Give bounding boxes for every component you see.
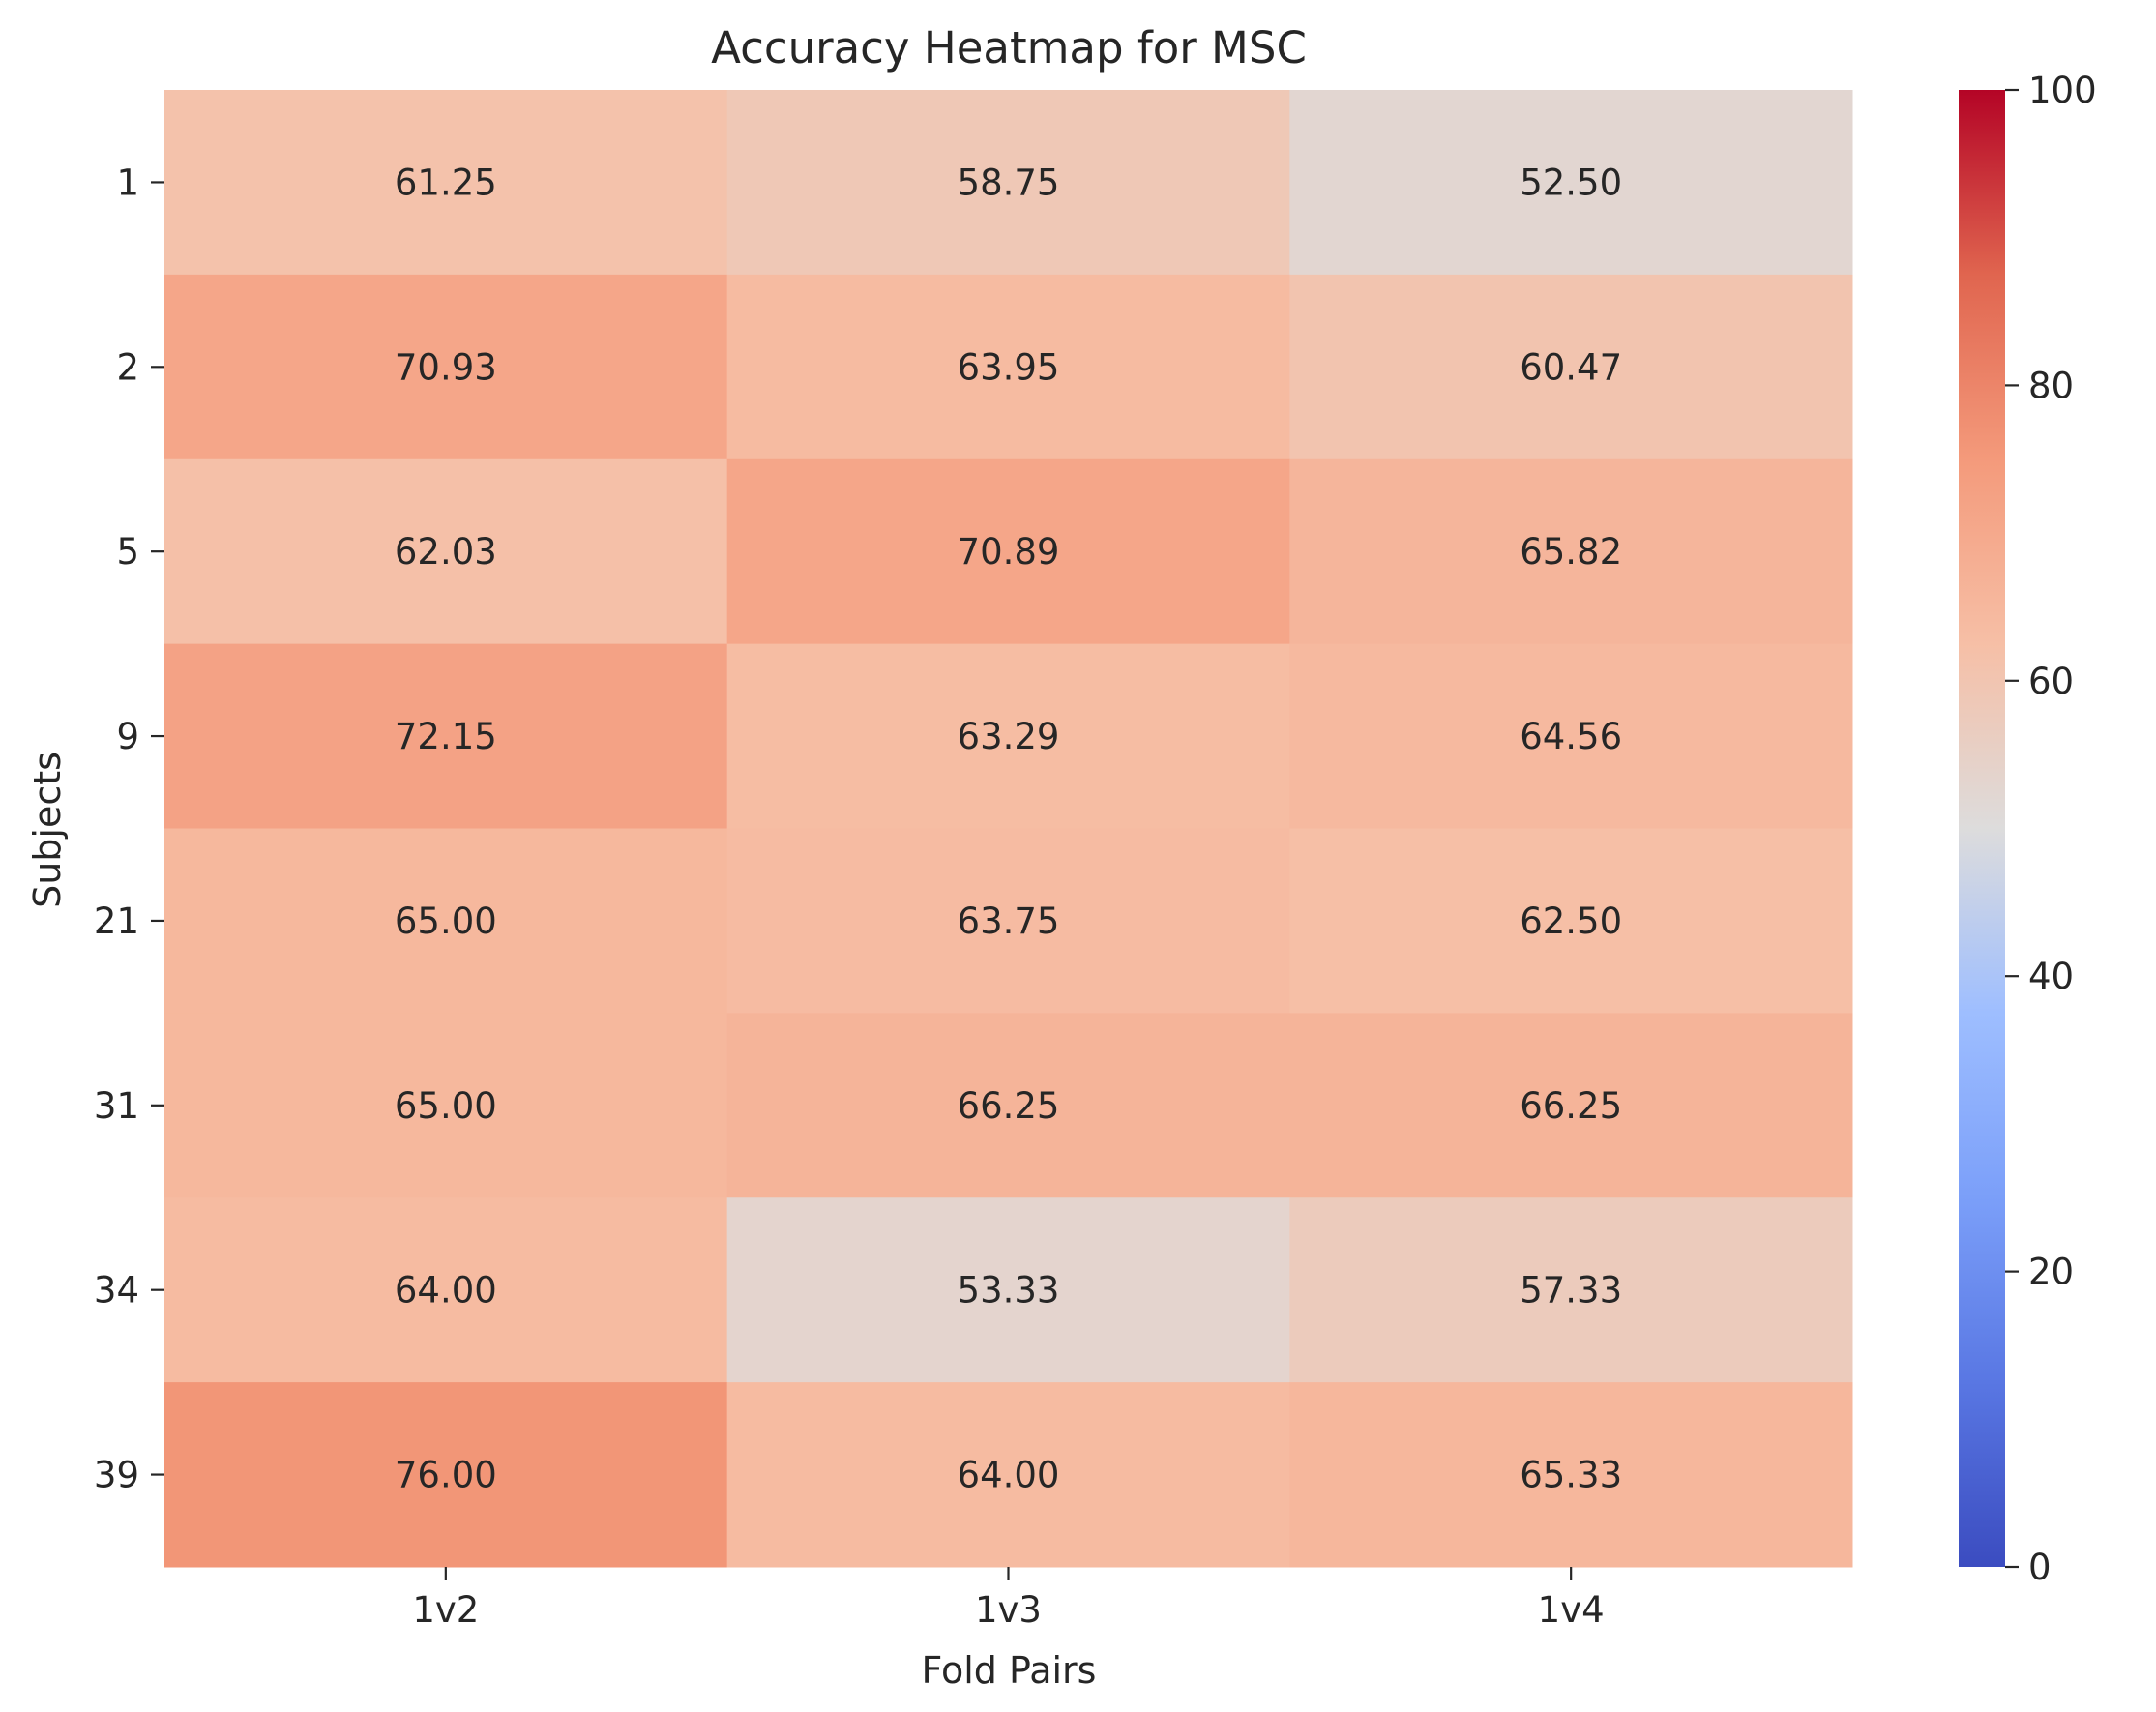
cell-value-label: 63.75 — [958, 900, 1060, 942]
heatmap-cell — [726, 1013, 1290, 1198]
y-tick-label: 34 — [94, 1270, 139, 1312]
heatmap-cell — [164, 90, 728, 276]
heatmap-cell — [1289, 1013, 1853, 1198]
heatmap-cell — [726, 1382, 1290, 1568]
heatmap-cell — [726, 274, 1290, 460]
heatmap-cell — [164, 458, 728, 645]
cell-value-label: 72.15 — [395, 716, 497, 757]
cell-value-label: 65.82 — [1520, 531, 1622, 573]
colorbar-tick-label: 40 — [2028, 956, 2074, 997]
cell-value-label: 70.89 — [958, 531, 1060, 573]
cell-value-label: 63.29 — [958, 716, 1060, 757]
y-tick-label: 1 — [116, 162, 139, 203]
heatmap-cell — [164, 274, 728, 460]
colorbar-tick-label: 60 — [2028, 661, 2074, 702]
heatmap-cell — [726, 1197, 1290, 1383]
y-tick-label: 31 — [94, 1085, 139, 1127]
heatmap-cell — [1289, 90, 1853, 276]
heatmap-cell — [164, 828, 728, 1014]
heatmap-cell — [726, 458, 1290, 645]
heatmap-cell — [1289, 458, 1853, 645]
cell-value-label: 66.25 — [1520, 1085, 1622, 1127]
heatmap-cell — [164, 1197, 728, 1383]
y-tick-label: 39 — [94, 1455, 139, 1496]
x-axis-label: Fold Pairs — [922, 1649, 1097, 1692]
cell-value-label: 62.50 — [1520, 900, 1622, 942]
heatmap-cell — [726, 828, 1290, 1014]
cell-value-label: 65.00 — [395, 900, 497, 942]
colorbar-tick-label: 20 — [2028, 1252, 2074, 1293]
cell-value-label: 64.00 — [395, 1270, 497, 1312]
cell-value-label: 58.75 — [958, 162, 1060, 203]
y-tick-label: 21 — [94, 900, 139, 942]
y-tick-label: 2 — [116, 346, 139, 388]
heatmap-cell — [1289, 274, 1853, 460]
colorbar: 0 20 40 60 80 100 — [1959, 70, 2097, 1588]
heatmap-cell — [726, 643, 1290, 829]
cell-value-label: 52.50 — [1520, 162, 1622, 203]
cell-value-label: 76.00 — [395, 1455, 497, 1496]
cell-value-label: 60.47 — [1520, 346, 1622, 388]
cell-value-label: 63.95 — [958, 346, 1060, 388]
heatmap-cell — [164, 1013, 728, 1198]
x-tick-label: 1v3 — [975, 1589, 1042, 1631]
cell-value-label: 70.93 — [395, 346, 497, 388]
y-tick-label: 9 — [116, 716, 139, 757]
x-tick-label: 1v4 — [1538, 1589, 1605, 1631]
cell-value-label: 64.56 — [1520, 716, 1622, 757]
colorbar-tick-label: 80 — [2028, 365, 2074, 406]
heatmap-cell — [164, 1382, 728, 1568]
heatmap-cell — [1289, 1197, 1853, 1383]
colorbar-gradient — [1959, 90, 2005, 1567]
colorbar-tick-label: 0 — [2028, 1547, 2052, 1588]
x-axis-ticks: 1v2 1v3 1v4 — [412, 1567, 1605, 1631]
cell-value-label: 64.00 — [958, 1455, 1060, 1496]
heatmap-cell — [164, 643, 728, 829]
y-axis-ticks: 1 2 5 9 21 31 34 39 — [94, 162, 164, 1496]
cell-value-label: 65.33 — [1520, 1455, 1622, 1496]
chart-title: Accuracy Heatmap for MSC — [711, 22, 1307, 74]
heatmap-cell — [1289, 1382, 1853, 1568]
cell-value-label: 57.33 — [1520, 1270, 1622, 1312]
x-tick-label: 1v2 — [412, 1589, 479, 1631]
cell-value-label: 61.25 — [395, 162, 497, 203]
heatmap-cell — [1289, 643, 1853, 829]
cell-value-label: 62.03 — [395, 531, 497, 573]
y-tick-label: 5 — [116, 531, 139, 573]
cell-value-label: 53.33 — [958, 1270, 1060, 1312]
y-axis-label: Subjects — [26, 752, 69, 908]
heatmap-cell — [1289, 828, 1853, 1014]
heatmap-cells: 61.25 58.75 52.50 70.93 63.95 60.47 62.03 70.89… — [164, 90, 1853, 1568]
heatmap-cell — [726, 90, 1290, 276]
cell-value-label: 66.25 — [958, 1085, 1060, 1127]
cell-value-label: 65.00 — [395, 1085, 497, 1127]
colorbar-tick-label: 100 — [2028, 70, 2097, 111]
colorbar-ticks: 0 20 40 60 80 100 — [2005, 70, 2097, 1588]
